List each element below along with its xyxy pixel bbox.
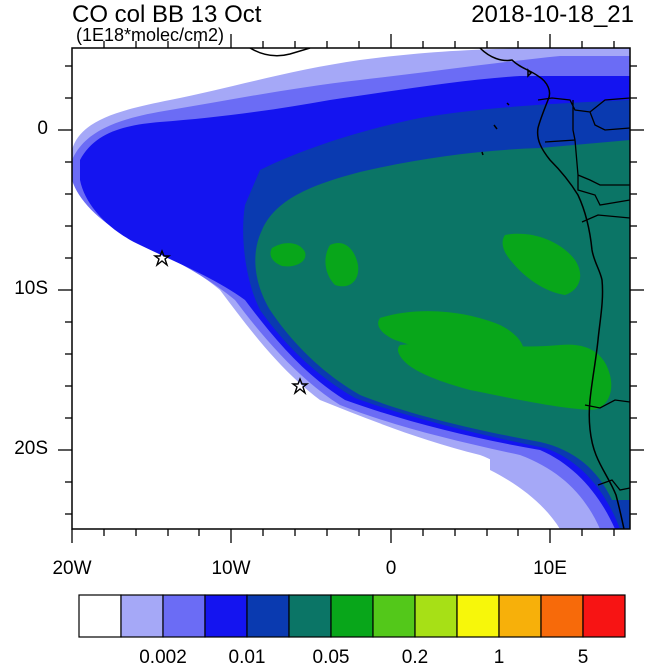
colorbar-label-4: 1 — [493, 647, 505, 668]
colorbar-swatch-8 — [414, 594, 458, 638]
axis-ticks — [58, 34, 644, 543]
colorbar-swatch-6 — [330, 594, 374, 638]
marker-star-1 — [152, 249, 172, 268]
colorbar-label-2: 0.05 — [312, 647, 350, 668]
country-borders — [537, 97, 630, 491]
x-label-10e: 10E — [533, 558, 567, 579]
marker-star-2 — [290, 377, 310, 396]
x-label-0: 0 — [385, 558, 397, 579]
x-label-10w: 10W — [211, 558, 251, 579]
colorbar-label-0: 0.002 — [139, 647, 187, 668]
colorbar-swatch-11 — [540, 594, 584, 638]
colorbar-label-3: 0.2 — [401, 647, 429, 668]
colorbar-swatch-0 — [78, 594, 122, 638]
map-frame — [71, 47, 631, 530]
x-label-20w: 20W — [52, 558, 92, 579]
colorbar-swatch-1 — [120, 594, 164, 638]
islands — [481, 68, 533, 156]
co-green-patch-1 — [270, 243, 306, 267]
co-green-patch-2 — [325, 242, 359, 287]
co-green-patch-4 — [397, 343, 612, 410]
colorbar-swatch-5 — [288, 594, 332, 638]
y-label-10s: 10S — [14, 278, 48, 299]
colorbar-swatch-10 — [498, 594, 542, 638]
colorbar — [78, 594, 626, 638]
co-plume-level-1b — [490, 445, 620, 529]
africa-coastline — [249, 48, 625, 529]
colorbar-swatch-9 — [456, 594, 500, 638]
map-plot-area — [72, 48, 630, 529]
co-green-patch-5 — [502, 233, 581, 295]
colorbar-swatch-7 — [372, 594, 416, 638]
colorbar-swatch-3 — [204, 594, 248, 638]
map-timestamp: 2018-10-18_21 — [471, 1, 634, 28]
colorbar-swatch-12 — [582, 594, 626, 638]
colorbar-swatch-2 — [162, 594, 206, 638]
colorbar-swatch-4 — [246, 594, 290, 638]
y-label-0: 0 — [37, 118, 48, 139]
y-label-20s: 20S — [14, 438, 48, 459]
map-units: (1E18*molec/cm2) — [76, 25, 225, 45]
colorbar-label-5: 5 — [577, 647, 589, 668]
map-title: CO col BB 13 Oct — [72, 1, 262, 28]
colorbar-label-1: 0.01 — [228, 647, 266, 668]
